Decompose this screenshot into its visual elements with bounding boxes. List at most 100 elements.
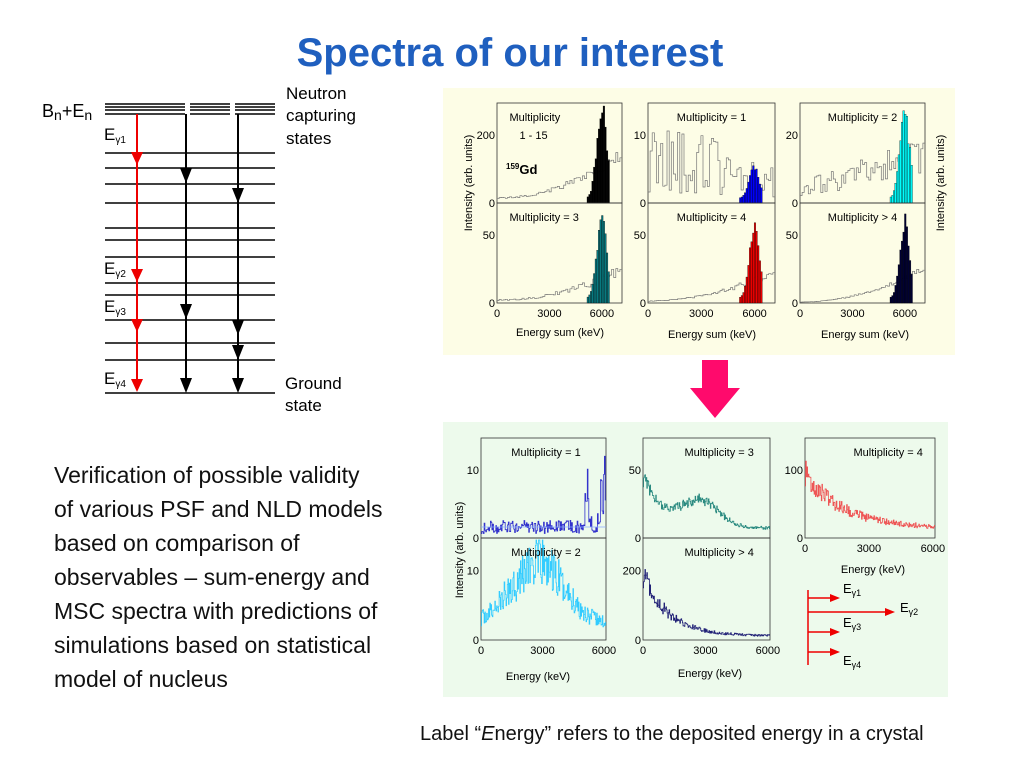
- y-tick-label: 0: [489, 198, 495, 210]
- label-sub: n: [54, 107, 62, 123]
- isotope-label: 159Gd: [506, 162, 537, 177]
- peak-bar: [905, 226, 908, 304]
- peak-bar: [896, 171, 899, 204]
- panel-label: Multiplicity = 4: [854, 447, 923, 459]
- peak-bar: [593, 273, 596, 304]
- panel-label: Multiplicity = 1: [511, 447, 580, 459]
- peak-bar: [588, 194, 591, 204]
- y-tick-label: 0: [473, 635, 479, 647]
- paragraph-line: model of nucleus: [54, 666, 228, 692]
- x-tick-label: 6000: [756, 645, 780, 657]
- peak-bar: [760, 271, 763, 304]
- levels: [105, 152, 275, 394]
- peak-bar: [758, 260, 761, 304]
- x-axis-label: Energy sum (keV): [668, 329, 756, 341]
- peak-bar: [909, 260, 912, 304]
- panel-frame: [480, 537, 607, 641]
- peak-bar: [598, 230, 601, 304]
- label-sub: n: [84, 107, 92, 123]
- gamma-label: Eγ2: [900, 600, 918, 617]
- peak-bar: [604, 233, 607, 304]
- peak-bar: [757, 245, 760, 304]
- peak-bar: [896, 275, 899, 304]
- peak-bar: [744, 285, 747, 304]
- peak-bar: [586, 196, 589, 204]
- peak-bar: [893, 190, 895, 204]
- x-tick-label: 6000: [742, 308, 766, 320]
- gamma-label: Eγ3: [843, 615, 861, 632]
- x-tick-label: 3000: [689, 308, 713, 320]
- peak-bar: [607, 160, 610, 204]
- paragraph-line: simulations based on statistical: [54, 632, 371, 658]
- peak-bar: [606, 150, 609, 204]
- panel-label: 1 - 15: [520, 130, 548, 142]
- label-sub: γ3: [115, 307, 126, 318]
- panel-label: Multiplicity > 4: [685, 547, 754, 559]
- slide-title: Spectra of our interest: [297, 31, 724, 75]
- peak-bar: [889, 296, 892, 304]
- y-tick-label: 50: [483, 230, 495, 242]
- spectrum-line: [643, 569, 770, 637]
- peak-bar: [598, 128, 601, 204]
- x-tick-label: 6000: [590, 308, 614, 320]
- peak-bar: [750, 241, 753, 304]
- peak-bar: [747, 265, 750, 304]
- paragraph-line: based on comparison of: [54, 530, 300, 556]
- panel-label: Multiplicity = 3: [510, 212, 579, 224]
- label-part: E: [843, 653, 852, 668]
- black-cascades: [180, 114, 244, 393]
- peak-bar: [907, 143, 910, 204]
- x-axis-label: Energy (keV): [841, 564, 905, 576]
- peak-bar: [907, 245, 910, 304]
- label-sub: γ4: [115, 379, 126, 390]
- peak-bar: [758, 183, 761, 204]
- peak-bar: [594, 158, 597, 204]
- peak-bar: [752, 165, 755, 204]
- isotope-symbol: Gd: [519, 162, 537, 177]
- y-tick-label: 50: [634, 230, 646, 242]
- capture-label: states: [286, 129, 331, 148]
- y-tick-label: 0: [792, 198, 798, 210]
- panel-label: Multiplicity = 2: [511, 547, 580, 559]
- peak-bar: [891, 295, 894, 304]
- red-cascade: [131, 114, 143, 392]
- peak-bar: [750, 169, 753, 204]
- y-tick-label: 20: [786, 130, 798, 142]
- paragraph: Verification of possible validity of var…: [54, 462, 383, 692]
- down-arrow: [690, 360, 740, 418]
- y-tick-label: 0: [640, 198, 646, 210]
- label-part: E: [104, 369, 115, 388]
- peak-bar: [899, 140, 902, 204]
- label-sub: γ1: [852, 588, 862, 598]
- top-figure-bg: [443, 88, 955, 355]
- peak-bar: [752, 232, 755, 304]
- x-tick-label: 3000: [537, 308, 561, 320]
- peak-bar: [904, 114, 907, 204]
- x-tick-label: 3000: [857, 543, 881, 555]
- peak-bar: [901, 121, 904, 204]
- peak-bar: [749, 175, 752, 204]
- panel-label: Multiplicity = 1: [677, 112, 746, 124]
- x-tick-label: 3000: [693, 645, 717, 657]
- panel-frame: [804, 437, 936, 539]
- gamma-label: Eγ3: [104, 297, 126, 318]
- label-part: E: [900, 600, 909, 615]
- peak-bar: [742, 195, 745, 204]
- level-scheme: Bn+En Eγ1 Eγ2 Eγ3 Eγ4 Neutron capturing …: [42, 84, 356, 415]
- peak-bar: [602, 105, 605, 204]
- peak-bar: [910, 274, 913, 304]
- y-tick-label: 50: [629, 465, 641, 477]
- y-axis-label: Intensity (arb. units): [454, 502, 466, 599]
- label-part: +E: [62, 101, 85, 121]
- peak-bar: [893, 292, 895, 304]
- peak-bar: [604, 126, 607, 204]
- paragraph-line: MSC spectra with predictions of: [54, 598, 378, 624]
- y-tick-label: 0: [473, 533, 479, 545]
- y-tick-label: 0: [635, 533, 641, 545]
- peak-bar: [588, 294, 591, 304]
- ground-label: Ground: [285, 374, 342, 393]
- gamma-legend: Eγ1 Eγ2 Eγ3 Eγ4: [807, 581, 918, 670]
- peak-bar: [757, 177, 760, 204]
- x-tick-label: 3000: [530, 645, 554, 657]
- peak-bar: [606, 252, 609, 304]
